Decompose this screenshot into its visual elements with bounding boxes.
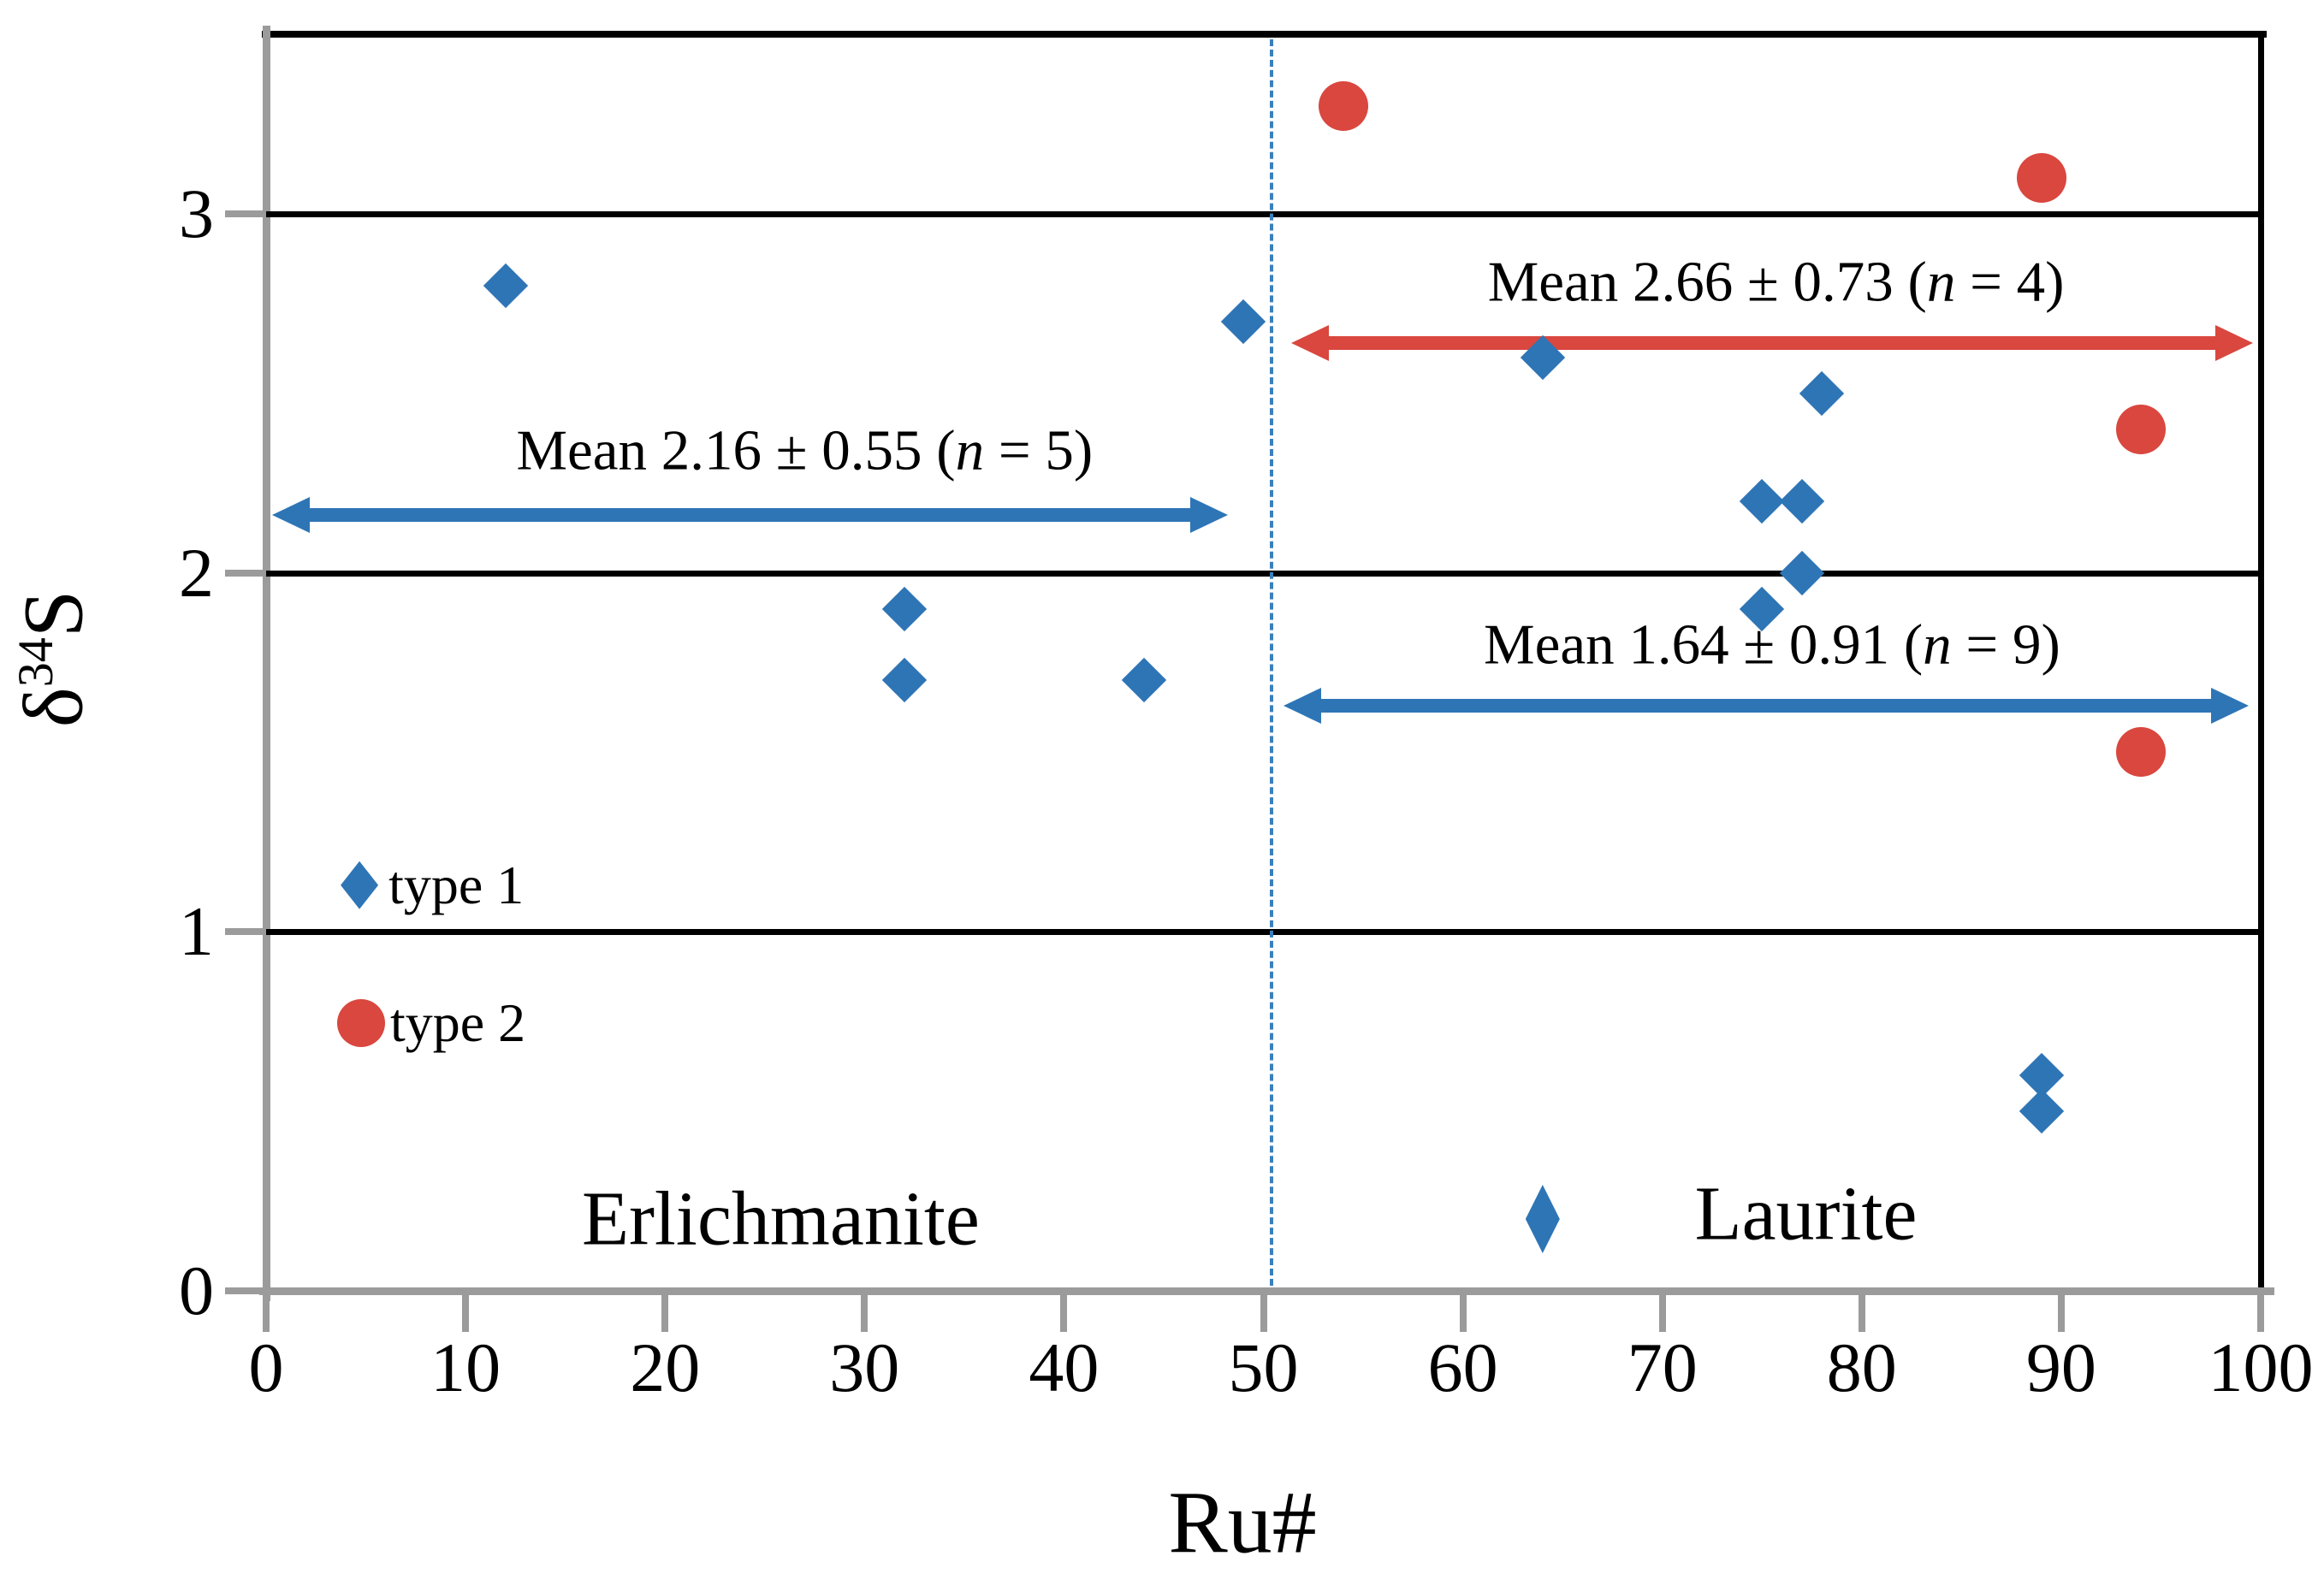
data-point-type2-2: [2016, 152, 2066, 203]
mean-annotation-text-part-3: = 5): [984, 418, 1094, 482]
x-tick-label-40: 40: [1029, 1328, 1100, 1406]
y-tick-3: [225, 210, 263, 217]
x-tick-label-70: 70: [1627, 1328, 1698, 1406]
y-tick-1: [225, 928, 263, 936]
mean-arrow-shaft-3: [1315, 698, 2216, 713]
mineral-divider-dashed-line: [1269, 39, 1273, 1286]
data-point-type2-3: [2116, 404, 2167, 454]
mean-arrow-right-head-2: [2214, 324, 2253, 361]
x-tick-label-60: 60: [1427, 1328, 1498, 1406]
data-point-type1-4: [881, 658, 928, 703]
x-tick-40: [1060, 1294, 1068, 1332]
data-point-type1-10: [1779, 550, 1825, 595]
y-tick-label-1: 1: [179, 892, 214, 971]
data-point-type1-5: [1121, 658, 1166, 703]
gridline-y-3: [266, 210, 2264, 217]
y-tick-0: [225, 1287, 263, 1294]
mean-annotation-label-3: Mean 1.64 ± 0.91 (n = 9): [1484, 612, 2060, 678]
legend-marker-circle: [336, 999, 385, 1048]
mean-annotation-text-part-1: Mean 2.16 ± 0.55 (: [516, 418, 956, 482]
y-tick-2: [225, 569, 263, 577]
x-tick-20: [661, 1294, 669, 1332]
data-point-type1-9: [1779, 478, 1825, 524]
y-tick-label-2: 2: [179, 533, 214, 612]
mean-arrow-shaft-2: [1324, 335, 2220, 350]
y-axis-title-delta: δ: [5, 687, 101, 728]
mean-annotation-text-part-2: n: [1923, 612, 1952, 676]
x-tick-label-10: 10: [430, 1328, 501, 1406]
x-tick-50: [1260, 1294, 1267, 1332]
legend-label-2: type 2: [389, 992, 526, 1054]
x-tick-label-80: 80: [1826, 1328, 1897, 1406]
x-tick-label-90: 90: [2025, 1328, 2096, 1406]
data-point-type2-4: [2116, 727, 2167, 778]
x-tick-label-0: 0: [248, 1328, 284, 1406]
x-tick-70: [1658, 1294, 1666, 1332]
x-tick-90: [2057, 1294, 2065, 1332]
gridline-y-1: [266, 929, 2264, 936]
x-axis-line: [259, 1287, 2274, 1295]
legend-label-1: type 1: [388, 854, 525, 915]
data-point-type1-3: [881, 586, 928, 631]
mean-arrow-right-head-1: [1189, 497, 1228, 534]
data-point-type1-8: [1740, 478, 1785, 524]
x-tick-30: [861, 1294, 869, 1332]
mean-annotation-text-part-2: n: [1926, 250, 1956, 314]
data-point-type2-1: [1318, 80, 1368, 131]
mean-annotation-text-part-2: n: [955, 418, 985, 482]
plot-top-border: [262, 31, 2267, 38]
data-point-type1-7: [1799, 370, 1845, 416]
x-tick-0: [263, 1294, 270, 1332]
data-point-type1-13: [2019, 1088, 2064, 1134]
x-tick-10: [462, 1294, 470, 1332]
x-tick-100: [2257, 1294, 2264, 1332]
mean-annotation-label-2: Mean 2.66 ± 0.73 (n = 4): [1488, 249, 2065, 315]
x-tick-80: [1858, 1294, 1865, 1332]
mean-arrow-left-head-2: [1291, 324, 1330, 361]
mean-annotation-text-part-1: Mean 2.66 ± 0.73 (: [1487, 250, 1927, 314]
mean-annotation-text-part-3: = 4): [1955, 250, 2065, 314]
mean-arrow-shaft-1: [304, 508, 1195, 523]
mean-arrow-right-head-3: [2211, 687, 2249, 724]
plot-right-border: [2258, 34, 2264, 1291]
mean-arrow-left-head-3: [1283, 687, 1321, 724]
mean-annotation-text-part-1: Mean 1.64 ± 0.91 (: [1484, 612, 1924, 676]
region-label-laurite: Laurite: [1694, 1171, 1918, 1257]
mean-arrow-left-head-1: [271, 497, 310, 534]
x-axis-title: Ru#: [1168, 1473, 1317, 1572]
legend-marker-diamond: [341, 861, 379, 909]
x-tick-label-50: 50: [1228, 1328, 1299, 1406]
gridline-y-2: [266, 570, 2264, 577]
mean-annotation-text-part-3: = 9): [1951, 612, 2060, 676]
x-tick-label-20: 20: [630, 1328, 701, 1406]
region-label-erlichmanite: Erlichmanite: [581, 1176, 980, 1262]
x-tick-60: [1459, 1294, 1467, 1332]
x-tick-label-30: 30: [829, 1328, 900, 1406]
y-axis-title-isotope: 34: [8, 637, 64, 688]
x-tick-label-100: 100: [2208, 1328, 2314, 1406]
data-point-type1-14: [1525, 1185, 1560, 1254]
y-tick-label-0: 0: [179, 1252, 214, 1329]
y-tick-label-3: 3: [179, 174, 214, 252]
y-axis-line: [263, 26, 270, 1301]
mean-annotation-label-1: Mean 2.16 ± 0.55 (n = 5): [516, 417, 1093, 483]
data-point-type1-2: [1221, 299, 1266, 344]
data-point-type1-1: [483, 263, 528, 308]
